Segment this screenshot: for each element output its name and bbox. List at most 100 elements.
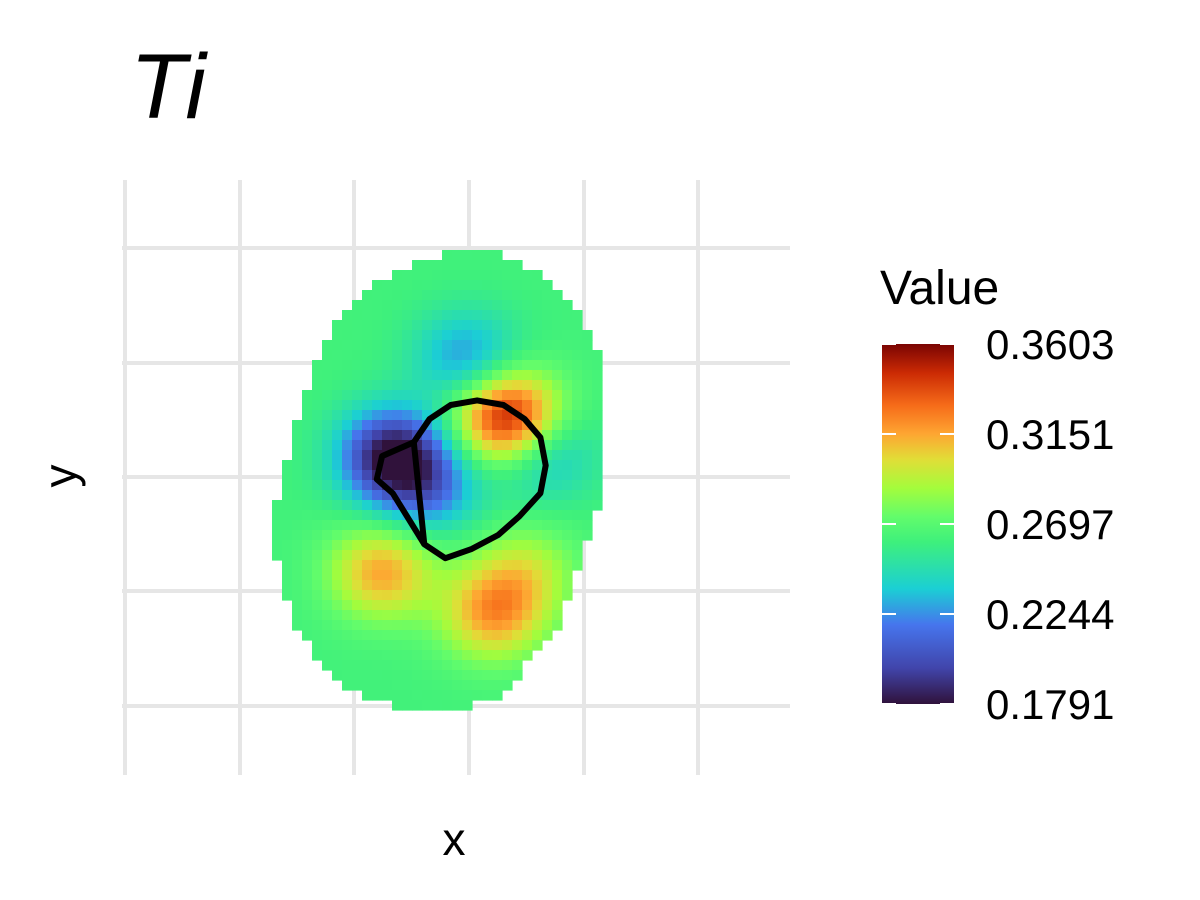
heatmap-cell [582, 500, 593, 511]
heatmap-cell [392, 610, 403, 621]
heatmap-cell [432, 450, 443, 461]
heatmap-cell [432, 480, 443, 491]
heatmap-cell [342, 670, 353, 681]
heatmap-cell [472, 370, 483, 381]
heatmap-cell [522, 570, 533, 581]
heatmap-cell [542, 290, 553, 301]
legend-tick-label: 0.3603 [986, 321, 1114, 368]
heatmap-cell [402, 450, 413, 461]
heatmap-cell [512, 590, 523, 601]
heatmap-cell [352, 570, 363, 581]
heatmap-cell [352, 580, 363, 591]
heatmap-cell [552, 470, 563, 481]
heatmap-cell [352, 440, 363, 451]
heatmap-cell [372, 650, 383, 661]
heatmap-cell [532, 450, 543, 461]
heatmap-cell [302, 430, 313, 441]
heatmap-cell [372, 350, 383, 361]
heatmap-cell [532, 620, 543, 631]
heatmap-cell [452, 670, 463, 681]
heatmap-cell [502, 360, 513, 371]
heatmap-cell [452, 540, 463, 551]
heatmap-cell [372, 440, 383, 451]
heatmap-cell [472, 690, 483, 701]
heatmap-cell [452, 390, 463, 401]
heatmap-cell [402, 600, 413, 611]
heatmap-cell [382, 400, 393, 411]
heatmap-cell [482, 540, 493, 551]
heatmap-cell [372, 370, 383, 381]
heatmap-cell [512, 400, 523, 411]
heatmap-cell [482, 360, 493, 371]
heatmap-cell [532, 380, 543, 391]
heatmap-cell [412, 410, 423, 421]
heatmap-cell [352, 650, 363, 661]
heatmap-cell [572, 480, 583, 491]
heatmap-cell [542, 350, 553, 361]
heatmap-cell [562, 560, 573, 571]
heatmap-cell [312, 390, 323, 401]
heatmap-cell [412, 310, 423, 321]
heatmap-cell [362, 690, 373, 701]
heatmap-cell [452, 470, 463, 481]
heatmap-cell [542, 520, 553, 531]
heatmap-cell [322, 600, 333, 611]
heatmap-cell [562, 540, 573, 551]
heatmap-cell [482, 590, 493, 601]
heatmap-cell [372, 630, 383, 641]
heatmap-cell [442, 360, 453, 371]
heatmap-cell [432, 590, 443, 601]
heatmap-cell [452, 610, 463, 621]
heatmap-cell [492, 580, 503, 591]
heatmap-cell [382, 490, 393, 501]
heatmap-cell [432, 370, 443, 381]
legend-title: Value [880, 262, 999, 315]
heatmap-cell [322, 420, 333, 431]
heatmap-cell [422, 450, 433, 461]
heatmap-cell [392, 690, 403, 701]
heatmap-cell [332, 340, 343, 351]
heatmap-cell [502, 530, 513, 541]
heatmap-cell [372, 400, 383, 411]
heatmap-cell [352, 430, 363, 441]
heatmap-cell [312, 370, 323, 381]
heatmap-cell [302, 630, 313, 641]
heatmap-cell [392, 340, 403, 351]
heatmap-cell [522, 600, 533, 611]
heatmap-cell [402, 580, 413, 591]
heatmap-cell [522, 590, 533, 601]
heatmap-cell [532, 300, 543, 311]
heatmap-cell [572, 440, 583, 451]
heatmap-cell [302, 390, 313, 401]
heatmap-cell [452, 340, 463, 351]
heatmap-cell [542, 600, 553, 611]
heatmap-cell [372, 300, 383, 311]
heatmap-cell [292, 570, 303, 581]
heatmap-cell [532, 350, 543, 361]
heatmap-cell [532, 610, 543, 621]
heatmap-cell [322, 460, 333, 471]
heatmap-cell [562, 440, 573, 451]
heatmap-cell [352, 500, 363, 511]
heatmap-cell [342, 650, 353, 661]
heatmap-cell [382, 590, 393, 601]
heatmap-cell [572, 390, 583, 401]
heatmap-cell [442, 480, 453, 491]
heatmap-cell [472, 480, 483, 491]
heatmap-cell [432, 470, 443, 481]
heatmap-cell [362, 300, 373, 311]
heatmap-cell [522, 320, 533, 331]
heatmap-cell [392, 530, 403, 541]
heatmap-cell [562, 410, 573, 421]
heatmap-cell [342, 660, 353, 671]
heatmap-cell [502, 650, 513, 661]
heatmap-cell [402, 320, 413, 331]
heatmap-cell [402, 480, 413, 491]
heatmap-cell [362, 580, 373, 591]
heatmap-cell [352, 490, 363, 501]
heatmap-cell [472, 250, 483, 261]
heatmap-cell [322, 630, 333, 641]
heatmap-cell [402, 490, 413, 501]
heatmap-cell [452, 600, 463, 611]
heatmap-cell [412, 590, 423, 601]
